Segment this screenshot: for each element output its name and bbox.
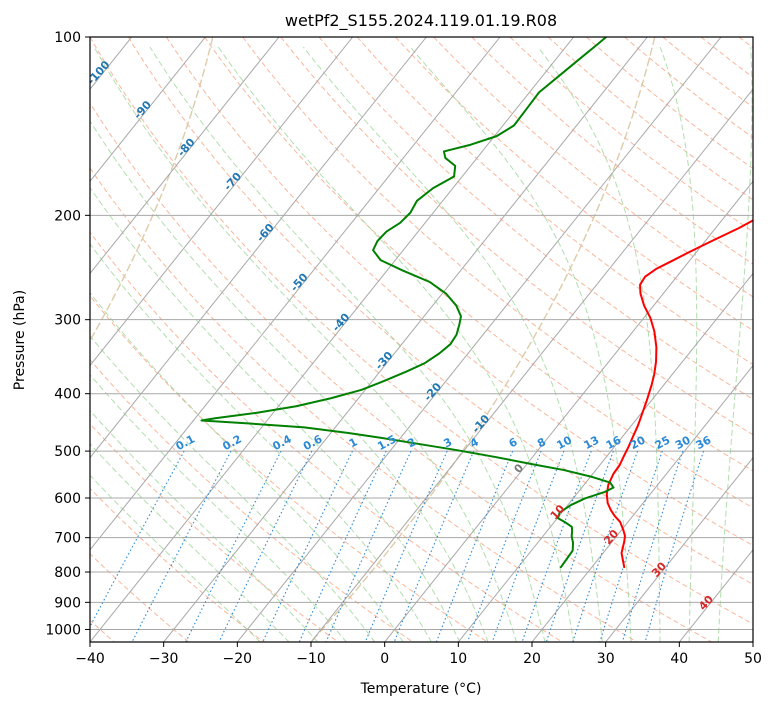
x-tick-label: 40 — [670, 651, 688, 667]
x-tick-label: −40 — [75, 651, 105, 667]
x-tick-label: 0 — [380, 651, 389, 667]
x-tick-label: −30 — [149, 651, 179, 667]
y-tick-label: 500 — [54, 444, 81, 460]
y-tick-label: 1000 — [45, 622, 81, 638]
x-tick-label: 30 — [597, 651, 615, 667]
y-tick-label: 300 — [54, 313, 81, 329]
x-tick-label: −10 — [296, 651, 326, 667]
x-axis-label: Temperature (°C) — [360, 681, 482, 697]
y-tick-label: 400 — [54, 387, 81, 403]
y-tick-label: 600 — [54, 491, 81, 507]
x-tick-label: 10 — [449, 651, 467, 667]
y-tick-label: 700 — [54, 531, 81, 547]
y-tick-label: 100 — [54, 30, 81, 46]
y-tick-label: 200 — [54, 208, 81, 224]
y-axis-label: Pressure (hPa) — [12, 290, 28, 390]
x-tick-label: 50 — [744, 651, 762, 667]
x-tick-label: −20 — [223, 651, 253, 667]
chart-title: wetPf2_S155.2024.119.01.19.R08 — [285, 11, 557, 31]
y-tick-label: 800 — [54, 565, 81, 581]
x-tick-label: 20 — [523, 651, 541, 667]
y-tick-label: 900 — [54, 595, 81, 611]
